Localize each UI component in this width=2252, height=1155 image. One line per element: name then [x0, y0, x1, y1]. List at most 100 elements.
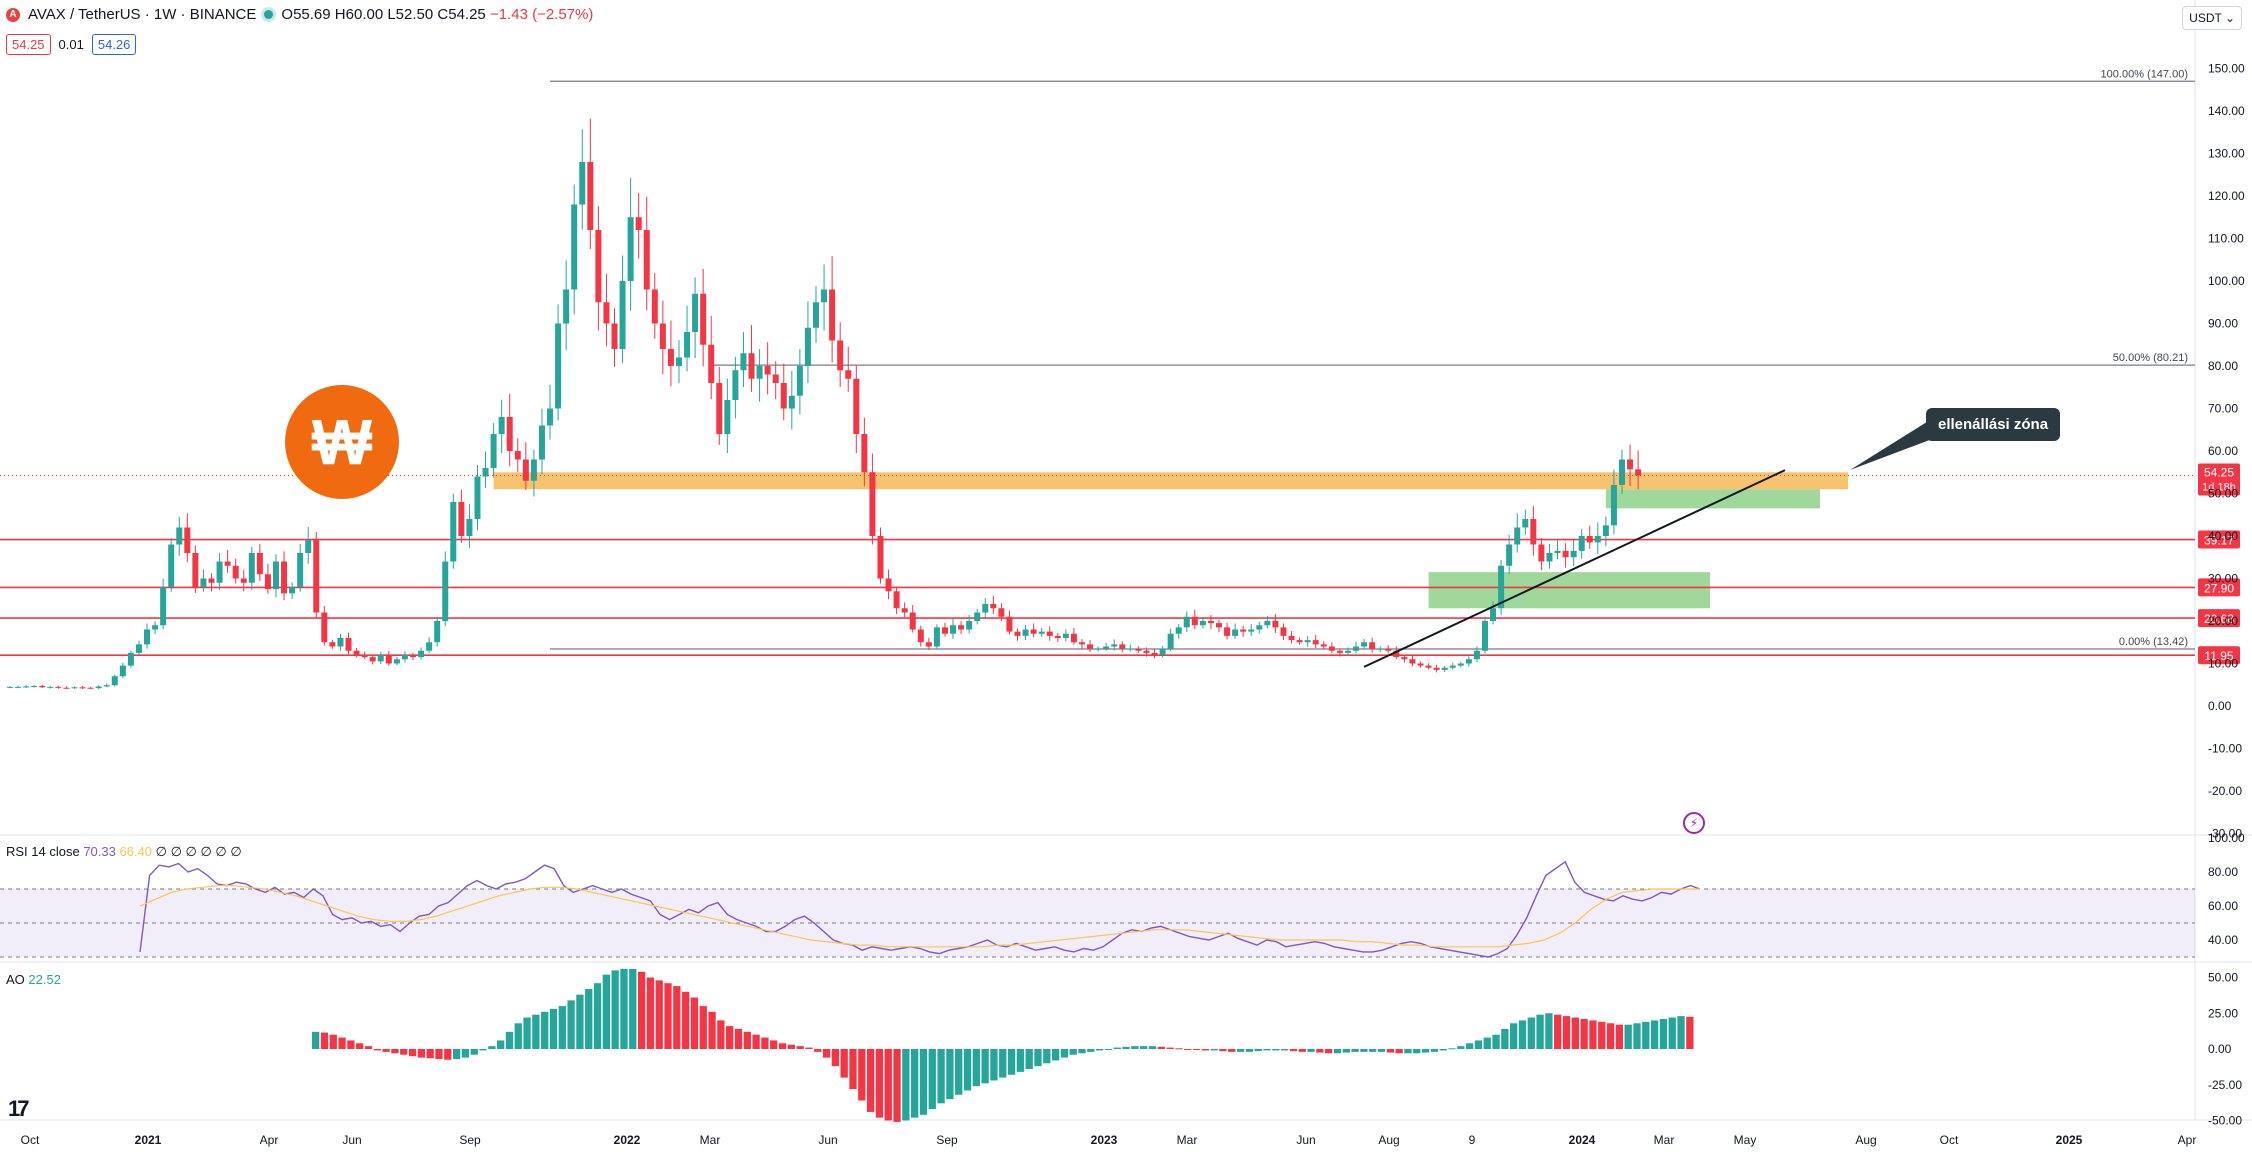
ao-bar [1395, 1049, 1403, 1054]
ao-bar [1254, 1049, 1262, 1052]
time-tick: Mar [1654, 1133, 1675, 1147]
candle-body [821, 289, 828, 303]
level-label: 11.95 [2204, 649, 2233, 663]
candle-body [1344, 650, 1351, 653]
candle-body [1506, 544, 1513, 566]
resistance-callout[interactable]: ellenállási zóna [1926, 408, 2061, 441]
currency-select[interactable]: USDT ⌄ [2182, 6, 2242, 30]
level-tag [2198, 530, 2240, 549]
candle-body [361, 655, 368, 658]
last-price-tag [2198, 463, 2240, 496]
market-status-icon [264, 10, 274, 19]
sell-price[interactable]: 54.25 [6, 34, 51, 55]
candle-body [474, 476, 481, 519]
candle-body [410, 655, 416, 658]
candle-body [796, 366, 803, 396]
ao-bar [1289, 1049, 1298, 1052]
candle-body [861, 434, 868, 473]
candle-body [555, 323, 562, 409]
price-tick: 0.00 [2208, 699, 2232, 713]
candle-body [1022, 629, 1029, 636]
ao-bar [1184, 1049, 1192, 1050]
candle-body [1304, 640, 1311, 643]
candle-body [1135, 648, 1142, 651]
candle-body [724, 400, 731, 434]
level-label: 27.90 [2204, 581, 2234, 595]
candle-body [458, 502, 465, 536]
ao-bar [1034, 1049, 1042, 1067]
candle-body [1103, 646, 1110, 649]
zones-layer [493, 472, 1849, 609]
trendline [1363, 469, 1786, 668]
candle-body [1264, 621, 1271, 626]
candle-body [619, 281, 626, 349]
ao-bar [1668, 1017, 1676, 1049]
ao-bar [1245, 1049, 1254, 1052]
price-tick: 70.00 [2208, 402, 2238, 416]
ao-bar [1377, 1049, 1386, 1052]
ao-bar [620, 968, 628, 1049]
candle-body [1473, 650, 1480, 660]
buy-price[interactable]: 54.26 [91, 34, 137, 55]
ao-bar [1051, 1049, 1060, 1061]
candle-body [63, 687, 70, 689]
ao-bar [532, 1014, 540, 1049]
ao-bar [444, 1049, 452, 1060]
candle-body [1457, 663, 1464, 666]
candle-body [853, 378, 860, 434]
candle-body [1087, 644, 1094, 649]
ao-pane [312, 968, 1694, 1122]
ao-bar [1562, 1016, 1571, 1049]
candle-body [716, 383, 723, 434]
ao-bar [364, 1046, 373, 1049]
candle-body [587, 162, 594, 230]
candle-body [71, 687, 78, 689]
candle-body [813, 302, 819, 328]
ao-bar [708, 1011, 716, 1049]
time-tick: 2025 [2056, 1133, 2083, 1147]
candle-body [1353, 646, 1360, 651]
ao-bar [787, 1044, 795, 1049]
candle-body [216, 561, 223, 583]
flash-icon[interactable]: ⚡ [1683, 812, 1705, 834]
ao-bar [461, 1049, 470, 1058]
symbol-title[interactable]: AVAX / TetherUS · 1W · BINANCE [28, 6, 257, 23]
candle-body [224, 561, 231, 566]
ao-bar [770, 1040, 778, 1049]
ohlc-readout: O55.69 H60.00 L52.50 C54.25 −1.43 (−2.57… [281, 6, 594, 23]
candle-body [482, 468, 489, 477]
time-tick: Sep [459, 1133, 481, 1147]
candle-body [401, 655, 408, 660]
candle-body [732, 370, 739, 400]
ao-label[interactable]: AO 22.52 [6, 972, 61, 987]
candle-body [272, 561, 279, 590]
candle-body [845, 370, 852, 379]
candle-body [160, 587, 167, 626]
candle-body [135, 644, 142, 653]
candle-body [772, 374, 779, 383]
price-tick: 30.00 [2208, 572, 2238, 586]
ao-bar [1016, 1049, 1025, 1072]
tradingview-logo-icon[interactable]: 17 [8, 1096, 30, 1121]
rsi-tick: 80.00 [2208, 865, 2238, 879]
candle-body [1207, 621, 1214, 624]
candle-body [1191, 616, 1198, 626]
rsi-label[interactable]: RSI 14 close 70.33 66.40 ∅ ∅ ∅ ∅ ∅ ∅ [6, 844, 242, 859]
ao-bar [496, 1040, 505, 1049]
candle-body [1610, 485, 1617, 526]
ao-bar [1228, 1049, 1236, 1052]
candle-body [1336, 650, 1343, 653]
candle-body [256, 553, 263, 575]
candle-body [1095, 648, 1102, 650]
zone-support-lower [1428, 572, 1710, 609]
ao-bar [1606, 1023, 1615, 1049]
candle-body [281, 561, 288, 594]
time-tick: Mar [700, 1133, 721, 1147]
candle-body [1514, 527, 1521, 545]
candle-body [47, 686, 54, 688]
candle-body [998, 608, 1005, 617]
candle-body [538, 425, 545, 460]
candle-body [434, 621, 441, 643]
price-tick: -30.00 [2208, 827, 2242, 841]
